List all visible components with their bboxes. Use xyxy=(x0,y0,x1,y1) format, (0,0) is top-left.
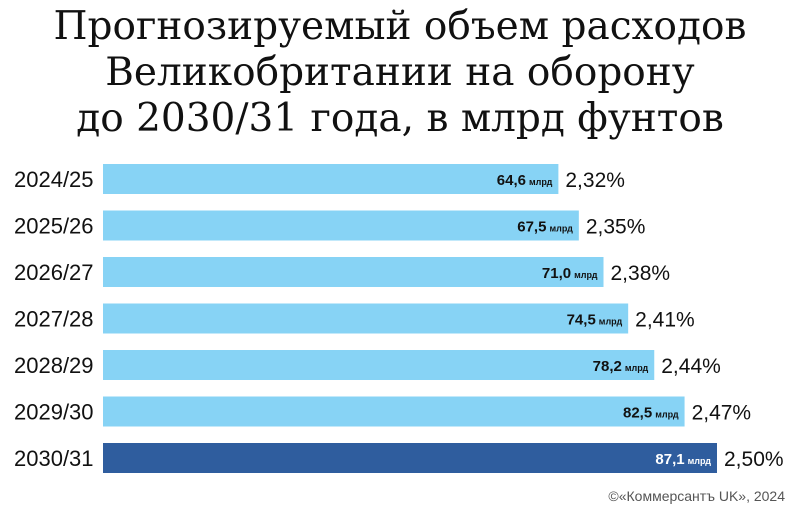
bar xyxy=(103,443,717,473)
copyright-credit: ©«Коммерсантъ UK», 2024 xyxy=(608,488,785,504)
percent-label: 2,32% xyxy=(565,169,625,192)
title-line-3: до 2030/31 года, в млрд фунтов xyxy=(76,96,724,141)
chart-title: Прогнозируемый объем расходов Великобрит… xyxy=(0,4,800,142)
bar xyxy=(103,396,685,427)
value-label: 78,2 млрд xyxy=(593,358,649,375)
category-label: 2026/27 xyxy=(14,260,94,285)
bar-row: 2024/25 64,6 млрд 2,32% xyxy=(14,164,625,194)
percent-label: 2,35% xyxy=(586,216,646,239)
category-label: 2025/26 xyxy=(14,214,94,239)
bar-row: 2029/30 82,5 млрд 2,47% xyxy=(14,396,752,427)
percent-label: 2,44% xyxy=(661,355,721,378)
category-label: 2028/29 xyxy=(14,353,94,378)
bar-row: 2030/31 87,1 млрд 2,50% xyxy=(14,443,784,473)
category-label: 2029/30 xyxy=(14,400,94,425)
category-label: 2024/25 xyxy=(14,167,94,192)
bar-row: 2028/29 78,2 млрд 2,44% xyxy=(14,350,721,380)
title-line-1: Прогнозируемый объем расходов xyxy=(53,4,747,49)
percent-label: 2,38% xyxy=(611,262,671,285)
value-label: 71,0 млрд xyxy=(542,265,598,282)
bar xyxy=(103,350,655,380)
title-line-2: Великобритании на оборону xyxy=(105,50,695,95)
value-label: 67,5 млрд xyxy=(517,219,573,236)
value-label: 74,5 млрд xyxy=(567,312,623,329)
bar-row: 2027/28 74,5 млрд 2,41% xyxy=(14,303,695,334)
bar xyxy=(103,210,579,241)
bar xyxy=(103,303,629,334)
category-label: 2030/31 xyxy=(14,446,94,471)
bar xyxy=(103,164,559,194)
percent-label: 2,47% xyxy=(692,402,752,425)
percent-label: 2,41% xyxy=(635,309,695,332)
percent-label: 2,50% xyxy=(724,448,784,471)
value-label: 64,6 млрд xyxy=(497,172,553,189)
bar xyxy=(103,257,604,287)
value-label: 82,5 млрд xyxy=(623,405,679,422)
category-label: 2027/28 xyxy=(14,307,94,332)
bar-row: 2025/26 67,5 млрд 2,35% xyxy=(14,210,646,241)
value-label: 87,1 млрд xyxy=(655,451,711,468)
bar-row: 2026/27 71,0 млрд 2,38% xyxy=(14,257,670,287)
